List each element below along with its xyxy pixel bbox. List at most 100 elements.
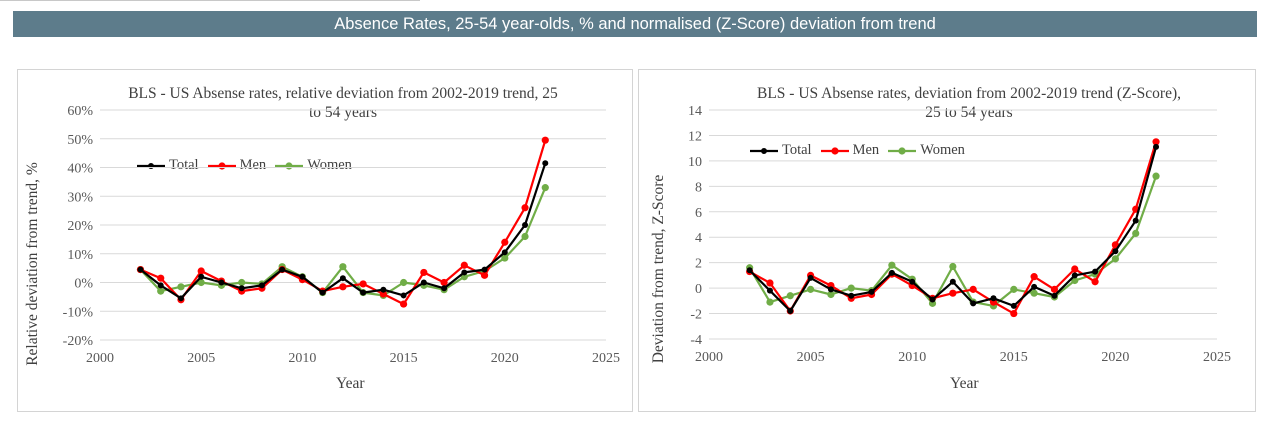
data-point-total bbox=[990, 295, 997, 302]
data-point-total bbox=[542, 160, 549, 167]
y-tick-label: 12 bbox=[688, 129, 702, 144]
data-point-total bbox=[1051, 292, 1058, 299]
data-point-women bbox=[1010, 285, 1018, 293]
data-point-women bbox=[1111, 255, 1119, 263]
data-point-total bbox=[1071, 272, 1078, 279]
y-tick-label: 2 bbox=[695, 257, 702, 272]
chart-title: BLS - US Absense rates, deviation from 2… bbox=[709, 84, 1229, 122]
data-point-men bbox=[440, 278, 448, 287]
data-point-women bbox=[1152, 172, 1160, 180]
chart-title-line-2: 25 to 54 years bbox=[925, 104, 1013, 121]
chart-plot: -4 -2 0 2 4 6 8 10 12 14 2000 2005 2010 2015 2020 2025 bbox=[688, 104, 1231, 365]
data-point-total bbox=[807, 274, 814, 281]
series-women bbox=[746, 172, 1160, 310]
data-point-total bbox=[766, 287, 773, 294]
data-point-total bbox=[827, 286, 834, 293]
series-women bbox=[136, 184, 549, 300]
y-tick-label: -2 bbox=[690, 308, 702, 323]
chart-panel-relative-deviation: BLS - US Absense rates, relative deviati… bbox=[17, 69, 633, 412]
data-point-women bbox=[847, 284, 855, 292]
y-tick-label: 50% bbox=[67, 133, 93, 148]
legend-label: Men bbox=[239, 157, 267, 173]
x-tick-label: 2005 bbox=[797, 350, 825, 365]
data-point-total bbox=[339, 275, 346, 282]
data-point-total bbox=[420, 279, 427, 286]
x-tick-label: 2000 bbox=[695, 350, 723, 365]
legend-marker-women bbox=[888, 146, 917, 155]
y-tick-label: 0% bbox=[74, 277, 93, 292]
data-point-total bbox=[522, 222, 529, 228]
y-tick-label: 10% bbox=[67, 248, 93, 263]
chart-title-line-1: BLS - US Absense rates, deviation from 2… bbox=[756, 85, 1181, 102]
data-point-total bbox=[441, 285, 448, 292]
data-point-total bbox=[1132, 217, 1139, 224]
data-point-total bbox=[157, 282, 164, 289]
y-tick-label: 8 bbox=[695, 180, 702, 195]
data-point-women bbox=[197, 278, 205, 287]
data-point-men bbox=[1091, 278, 1099, 286]
series-total bbox=[746, 143, 1160, 315]
data-point-women bbox=[949, 262, 957, 271]
x-tick-label: 2015 bbox=[1000, 350, 1028, 365]
data-point-men bbox=[379, 290, 387, 298]
data-point-men bbox=[157, 274, 165, 282]
data-point-total bbox=[1153, 143, 1160, 150]
data-point-total bbox=[299, 273, 306, 280]
legend-item-total: Total bbox=[749, 142, 812, 159]
data-point-total bbox=[909, 278, 916, 285]
x-tick-label: 2010 bbox=[288, 351, 316, 366]
chart-title-line-1: BLS - US Absense rates, relative deviati… bbox=[128, 85, 558, 102]
chart-title: BLS - US Absense rates, relative deviati… bbox=[78, 84, 608, 122]
data-point-total bbox=[279, 266, 286, 273]
data-point-women bbox=[521, 232, 529, 241]
legend-label: Women bbox=[307, 157, 352, 173]
y-tick-label: -10% bbox=[63, 305, 94, 320]
data-point-women bbox=[501, 254, 509, 262]
data-point-men bbox=[1010, 309, 1018, 318]
banner-title: Absence Rates, 25-54 year-olds, % and no… bbox=[13, 11, 1257, 37]
data-point-men bbox=[339, 283, 347, 291]
data-point-men bbox=[1030, 273, 1038, 281]
data-point-total bbox=[1092, 268, 1099, 275]
data-point-total bbox=[461, 269, 468, 276]
data-point-women bbox=[1132, 229, 1140, 238]
data-point-total bbox=[137, 266, 144, 273]
data-point-total bbox=[848, 292, 855, 299]
y-tick-label: 4 bbox=[695, 231, 702, 246]
x-tick-label: 2025 bbox=[592, 351, 620, 366]
data-point-men bbox=[460, 261, 468, 269]
y-tick-label: 30% bbox=[67, 190, 93, 205]
data-point-total bbox=[929, 296, 936, 303]
legend-label: Women bbox=[920, 142, 965, 158]
data-point-total bbox=[888, 269, 895, 276]
x-tick-label: 2015 bbox=[390, 351, 418, 366]
x-tick-label: 2020 bbox=[491, 351, 519, 366]
legend-item-total: Total bbox=[136, 157, 199, 174]
data-point-total bbox=[218, 279, 225, 286]
data-point-women bbox=[238, 278, 246, 287]
chart-title-line-2: to 54 years bbox=[308, 104, 377, 121]
data-point-total bbox=[1112, 248, 1119, 255]
data-point-women bbox=[157, 287, 165, 295]
data-point-men bbox=[766, 279, 774, 287]
data-point-women bbox=[400, 278, 408, 287]
data-point-men bbox=[969, 285, 977, 293]
chart-plot: -20% -10% 0% 10% 20% 30% 40% 50% 60% 2000 2005 2010… bbox=[63, 104, 620, 366]
data-point-women bbox=[177, 283, 185, 291]
x-axis-label: Year bbox=[950, 375, 979, 392]
data-point-men bbox=[400, 300, 408, 308]
top-divider-line bbox=[0, 0, 420, 1]
data-point-women bbox=[786, 292, 794, 300]
chart-panel-z-score: BLS - US Absense rates, deviation from 2… bbox=[638, 69, 1256, 412]
data-point-women bbox=[807, 285, 815, 293]
x-axis-label: Year bbox=[336, 375, 365, 392]
data-point-total bbox=[481, 266, 488, 273]
x-tick-label: 2025 bbox=[1203, 350, 1231, 365]
y-tick-label: 14 bbox=[688, 104, 702, 119]
data-point-women bbox=[766, 298, 774, 306]
data-point-men bbox=[501, 238, 509, 246]
x-tick-label: 2005 bbox=[187, 351, 215, 366]
legend-label: Total bbox=[169, 157, 199, 173]
x-tick-label: 2010 bbox=[898, 350, 926, 365]
y-tick-label: -4 bbox=[690, 333, 702, 348]
